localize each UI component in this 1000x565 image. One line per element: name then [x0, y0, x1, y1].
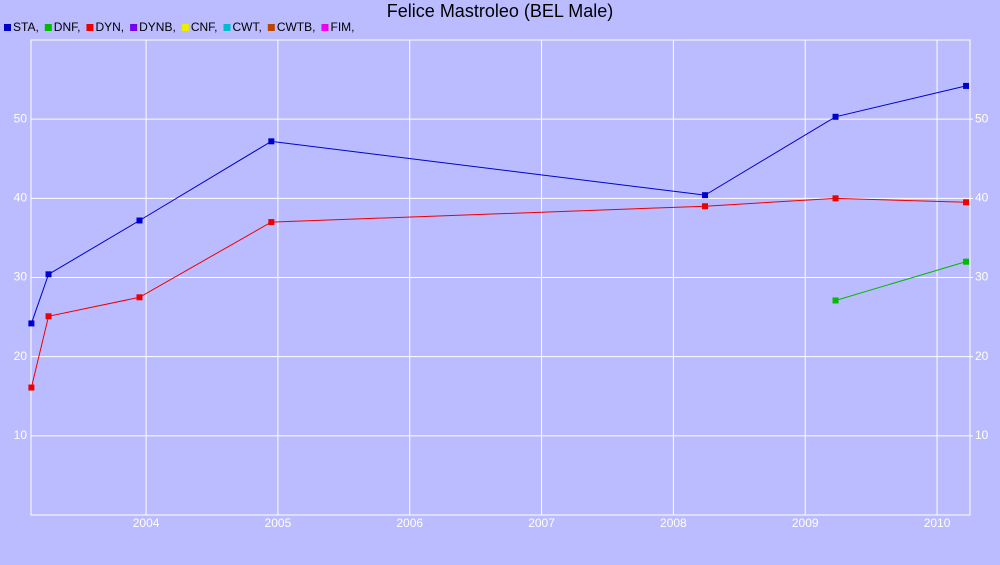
legend-label: FIM,	[330, 20, 354, 34]
y2-tick-label: 10	[975, 428, 989, 442]
chart-title: Felice Mastroleo (BEL Male)	[387, 1, 613, 21]
y2-tick-label: 20	[975, 349, 989, 363]
y-tick-label: 50	[14, 111, 28, 125]
legend-label: DNF,	[54, 20, 81, 34]
data-point	[28, 320, 35, 327]
y-tick-label: 10	[14, 428, 28, 442]
data-point	[28, 384, 35, 391]
series-line	[835, 261, 967, 301]
data-point	[268, 138, 275, 145]
legend-swatch	[4, 24, 11, 31]
y2-tick-label: 50	[975, 111, 989, 125]
data-point	[832, 113, 839, 120]
data-point	[963, 82, 970, 89]
y2-tick-label: 30	[975, 270, 989, 284]
x-tick-label: 2009	[792, 516, 819, 530]
data-point	[702, 203, 709, 210]
data-point	[832, 195, 839, 202]
data-point	[963, 258, 970, 265]
legend-label: DYNB,	[139, 20, 176, 34]
legend-label: CWT,	[232, 20, 261, 34]
x-tick-label: 2006	[396, 516, 423, 530]
legend-swatch	[267, 24, 275, 31]
x-tick-label: 2005	[265, 516, 292, 530]
data-point	[963, 199, 970, 206]
data-point	[45, 313, 52, 320]
legend-swatch	[44, 24, 52, 31]
data-point	[702, 192, 709, 199]
legend-swatch	[130, 24, 138, 31]
data-point	[136, 217, 143, 224]
legend-swatch	[181, 24, 189, 31]
x-tick-label: 2008	[660, 516, 687, 530]
x-tick-label: 2004	[133, 516, 160, 530]
legend-label: CNF,	[191, 20, 218, 34]
legend-swatch	[223, 24, 231, 31]
y-tick-label: 30	[14, 270, 28, 284]
data-point	[136, 294, 143, 301]
legend-label: STA,	[13, 20, 39, 34]
legend-label: DYN,	[95, 20, 124, 34]
legend-label: CWTB,	[277, 20, 316, 34]
y-tick-label: 40	[14, 191, 28, 205]
x-tick-label: 2007	[528, 516, 555, 530]
data-point	[832, 297, 839, 304]
legend-swatch	[86, 24, 94, 31]
legend-swatch	[321, 24, 329, 31]
data-point	[268, 219, 275, 226]
x-tick-label: 2010	[924, 516, 951, 530]
data-point	[45, 271, 52, 278]
y2-tick-label: 40	[975, 191, 989, 205]
y-tick-label: 20	[14, 349, 28, 363]
